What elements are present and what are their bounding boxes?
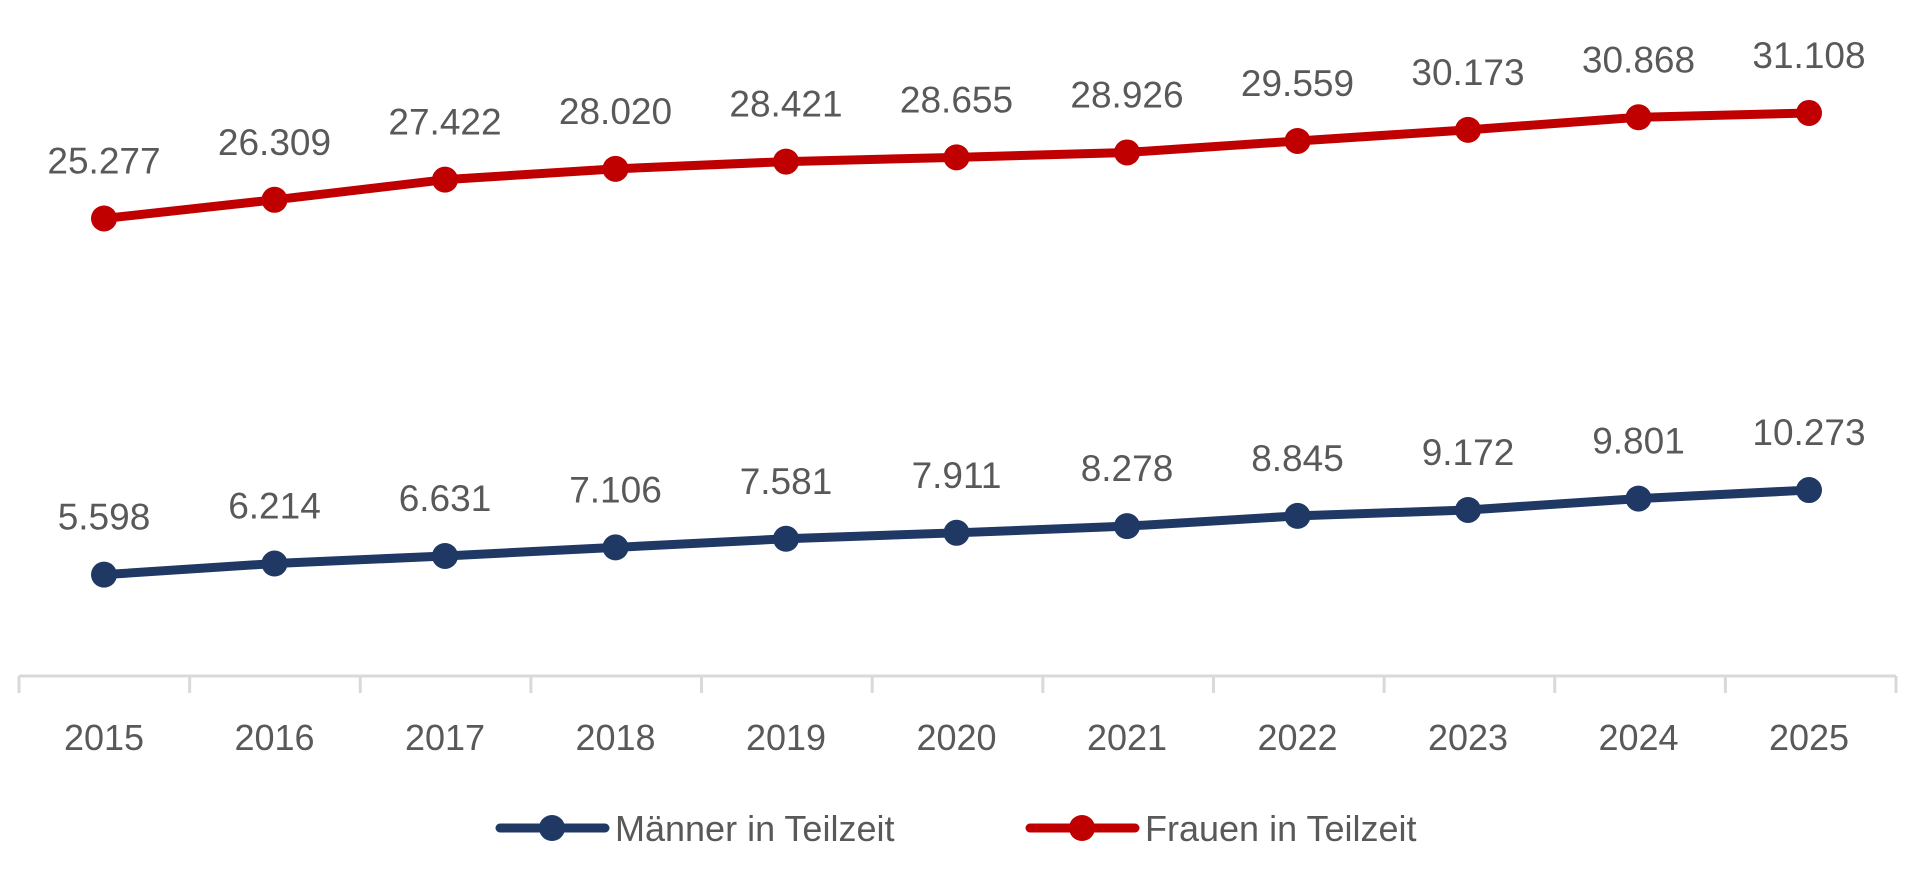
data-label: 9.172 [1422,432,1515,473]
legend-label: Frauen in Teilzeit [1145,808,1416,849]
data-point [261,550,288,577]
data-point [1796,477,1822,504]
data-point [1625,104,1652,131]
legend-item-0: Männer in Teilzeit [495,808,894,849]
data-point [1455,116,1481,143]
data-label: 28.655 [900,79,1013,120]
x-tick-label: 2015 [64,717,144,758]
x-tick-label: 2020 [916,717,996,758]
data-point [1455,496,1481,523]
data-point [1114,513,1140,540]
data-label: 7.911 [912,455,1002,496]
legend-marker [539,815,565,841]
series-lines [91,99,1822,588]
data-label: 7.106 [569,469,662,510]
data-label: 30.173 [1411,52,1524,93]
data-point [91,561,117,588]
data-label: 27.422 [388,102,501,143]
data-labels: 5.598 6.214 6.631 7.106 7.581 7.911 8.278 8.845… [47,35,1865,538]
data-point [1284,502,1311,529]
data-point [1625,485,1652,512]
data-label: 6.631 [399,478,492,519]
data-label: 28.421 [729,84,842,125]
data-label: 7.581 [740,461,833,502]
x-tick-label: 2016 [234,717,314,758]
data-point [1796,99,1822,126]
x-tick-label: 2022 [1257,717,1337,758]
data-label: 25.277 [47,140,160,181]
legend: Männer in Teilzeit Frauen in Teilzeit [495,808,1416,849]
x-axis: 2015 2016 2017 2018 2019 2020 2021 2022 2023 2024… [17,674,1898,758]
data-label: 30.868 [1582,39,1695,80]
data-label: 26.309 [218,122,331,163]
data-point [773,525,799,552]
data-point [432,542,458,569]
data-point [1284,127,1311,154]
data-point [432,166,458,193]
data-label: 6.214 [228,486,321,527]
data-point [91,205,117,232]
x-tick-label: 2019 [746,717,826,758]
x-tick-label: 2024 [1598,717,1678,758]
data-label: 31.108 [1752,35,1865,76]
data-point [1114,139,1140,166]
data-point [602,534,629,561]
x-tick-label: 2025 [1769,717,1849,758]
x-tick-label: 2023 [1428,717,1508,758]
data-point [943,519,970,546]
x-tick-label: 2021 [1087,717,1167,758]
data-label: 10.273 [1752,412,1865,453]
data-point [943,144,970,171]
data-point [261,186,288,213]
legend-marker [1069,815,1095,841]
data-point [602,155,629,182]
legend-item-1: Frauen in Teilzeit [1025,808,1416,849]
data-label: 28.020 [559,91,672,132]
x-tick-label: 2018 [575,717,655,758]
data-label: 5.598 [58,497,151,538]
data-label: 9.801 [1592,421,1685,462]
data-point [773,148,799,175]
data-label: 28.926 [1070,74,1183,115]
legend-label: Männer in Teilzeit [615,808,894,849]
x-tick-label: 2017 [405,717,485,758]
data-label: 8.278 [1081,448,1174,489]
data-label: 8.845 [1251,438,1344,479]
data-label: 29.559 [1241,63,1354,104]
